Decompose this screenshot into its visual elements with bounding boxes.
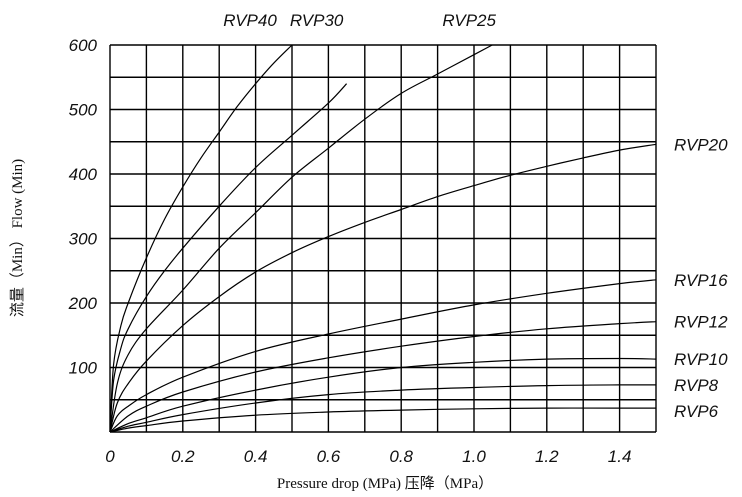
series-line-rvp25: [109, 44, 493, 433]
x-axis-ticks: 0 0.2 0.4 0.6 0.8 1.0 1.2 1.4: [105, 447, 631, 466]
x-tick-label: 0.2: [171, 447, 195, 466]
y-tick-label: 100: [69, 359, 98, 378]
y-tick-label: 300: [69, 230, 98, 249]
series-line-rvp8: [109, 384, 657, 433]
x-tick-label: 0.4: [244, 447, 268, 466]
y-tick-label: 200: [68, 294, 98, 313]
series-line-rvp10: [109, 357, 657, 433]
y-tick-label: 600: [69, 36, 98, 55]
series-label-rvp40: RVP40: [223, 11, 277, 30]
x-axis-title: Pressure drop (MPa) 压降（MPa）: [277, 475, 493, 492]
series-line-rvp20: [109, 143, 657, 433]
series-label-rvp20: RVP20: [674, 135, 728, 154]
series-line-rvp16: [109, 279, 657, 433]
y-tick-label: 500: [69, 101, 98, 120]
x-tick-label: 1.4: [608, 447, 632, 466]
x-tick-label: 1.2: [535, 447, 559, 466]
series-label-rvp12: RVP12: [674, 313, 728, 332]
x-tick-label: 0.8: [389, 447, 413, 466]
series-label-rvp16: RVP16: [674, 271, 728, 290]
series-label-rvp25: RVP25: [442, 11, 496, 30]
y-axis-title: 流量（Min） Flow (Min): [9, 159, 26, 317]
x-tick-label: 0.6: [317, 447, 341, 466]
series-labels: RVP40 RVP30 RVP25 RVP20 RVP16 RVP12 RVP10 RVP8 R…: [223, 11, 728, 421]
series-label-rvp6: RVP6: [674, 402, 719, 421]
series-line-rvp30: [109, 83, 348, 433]
series-line-rvp6: [109, 407, 656, 433]
series-line-rvp12: [109, 321, 657, 433]
y-axis-ticks: 100 200 300 400 500 600: [68, 36, 98, 378]
chart-grid: [109, 44, 657, 433]
series-label-rvp8: RVP8: [674, 376, 719, 395]
x-tick-label: 0: [105, 447, 115, 466]
chart-curves: [109, 44, 657, 433]
y-tick-label: 400: [69, 165, 98, 184]
series-label-rvp10: RVP10: [674, 350, 728, 369]
x-tick-label: 1.0: [462, 447, 486, 466]
series-label-rvp30: RVP30: [290, 11, 344, 30]
series-line-rvp40: [109, 44, 293, 433]
